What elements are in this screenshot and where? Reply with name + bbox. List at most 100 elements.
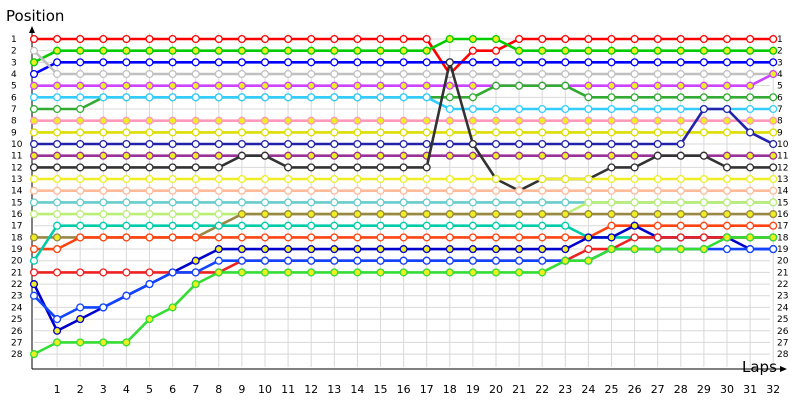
axes xyxy=(29,26,787,372)
data-point xyxy=(76,186,85,195)
data-point xyxy=(515,46,524,55)
data-point xyxy=(214,151,223,160)
data-point xyxy=(168,268,177,277)
data-point xyxy=(538,174,547,184)
y-tick-label-right: 18 xyxy=(777,233,789,243)
data-point xyxy=(607,221,616,230)
data-point xyxy=(237,93,246,102)
series-2 xyxy=(29,34,778,67)
data-point xyxy=(145,233,154,242)
data-point xyxy=(122,163,131,172)
data-point xyxy=(722,128,732,137)
data-point xyxy=(653,58,662,67)
data-point xyxy=(607,186,616,195)
data-point xyxy=(353,46,362,55)
data-point xyxy=(538,245,547,254)
data-point xyxy=(468,69,477,79)
data-point xyxy=(260,221,270,230)
data-point xyxy=(630,46,639,55)
y-tick-label-left: 22 xyxy=(11,280,22,290)
data-point xyxy=(99,93,108,102)
data-point xyxy=(376,245,385,254)
data-point xyxy=(538,186,547,195)
data-point xyxy=(468,81,477,90)
data-point xyxy=(491,69,501,79)
data-point xyxy=(168,186,177,195)
x-tick-label: 14 xyxy=(350,383,364,396)
data-point xyxy=(53,58,62,67)
data-point xyxy=(491,268,501,277)
data-point xyxy=(376,174,385,184)
data-point xyxy=(584,233,593,242)
data-point xyxy=(353,139,362,149)
y-tick-label-left: 24 xyxy=(11,303,23,313)
data-point xyxy=(260,256,270,265)
data-point xyxy=(607,210,616,219)
data-point xyxy=(653,116,662,125)
data-point xyxy=(538,151,547,160)
data-point xyxy=(284,139,293,149)
data-point xyxy=(307,186,316,195)
data-point xyxy=(76,46,85,55)
data-point xyxy=(445,186,454,195)
y-tick-label-right: 9 xyxy=(777,128,783,138)
data-point xyxy=(584,93,593,102)
y-tick-label-right: 17 xyxy=(777,222,788,232)
data-point xyxy=(191,268,200,277)
data-point xyxy=(76,198,85,207)
data-point xyxy=(53,233,62,242)
data-point xyxy=(191,174,200,184)
y-tick-label-left: 15 xyxy=(11,198,22,208)
data-point xyxy=(584,69,593,79)
data-point xyxy=(422,174,431,184)
data-point xyxy=(607,198,616,207)
data-point xyxy=(376,233,385,242)
data-point xyxy=(769,139,778,149)
x-tick-label: 13 xyxy=(327,383,341,396)
data-point xyxy=(445,151,454,160)
data-point xyxy=(722,116,732,125)
data-point xyxy=(376,46,385,55)
data-point xyxy=(722,93,732,102)
data-point xyxy=(491,104,501,114)
data-point xyxy=(746,198,755,207)
data-point xyxy=(399,256,408,265)
data-point xyxy=(353,58,362,67)
data-point xyxy=(445,198,454,207)
data-point xyxy=(769,116,778,125)
data-point xyxy=(653,69,662,79)
data-point xyxy=(515,116,524,125)
data-point xyxy=(260,128,270,137)
data-point xyxy=(53,210,62,219)
x-tick-label: 26 xyxy=(628,383,642,396)
data-point xyxy=(630,81,639,90)
data-point xyxy=(237,268,246,277)
data-point xyxy=(53,46,62,55)
data-point xyxy=(722,58,732,67)
data-point xyxy=(399,69,408,79)
data-point xyxy=(515,245,524,254)
data-point xyxy=(307,128,316,137)
data-point xyxy=(307,81,316,90)
data-point xyxy=(29,245,39,254)
data-point xyxy=(53,186,62,195)
data-point xyxy=(353,186,362,195)
data-point xyxy=(307,139,316,149)
data-point xyxy=(214,268,223,277)
data-point xyxy=(76,303,85,312)
y-tick-label-left: 7 xyxy=(11,105,17,115)
data-point xyxy=(122,46,131,55)
data-point xyxy=(468,151,477,160)
data-point xyxy=(769,174,778,184)
data-point xyxy=(653,46,662,55)
y-tick-label-left: 13 xyxy=(11,175,22,185)
data-point xyxy=(607,46,616,55)
data-point xyxy=(676,174,685,184)
data-point xyxy=(653,93,662,102)
data-point xyxy=(422,233,431,242)
y-tick-label-left: 6 xyxy=(11,93,17,103)
data-point xyxy=(53,245,62,254)
data-point xyxy=(491,128,501,137)
data-point xyxy=(237,151,246,160)
y-tick-label-right: 3 xyxy=(777,58,783,68)
